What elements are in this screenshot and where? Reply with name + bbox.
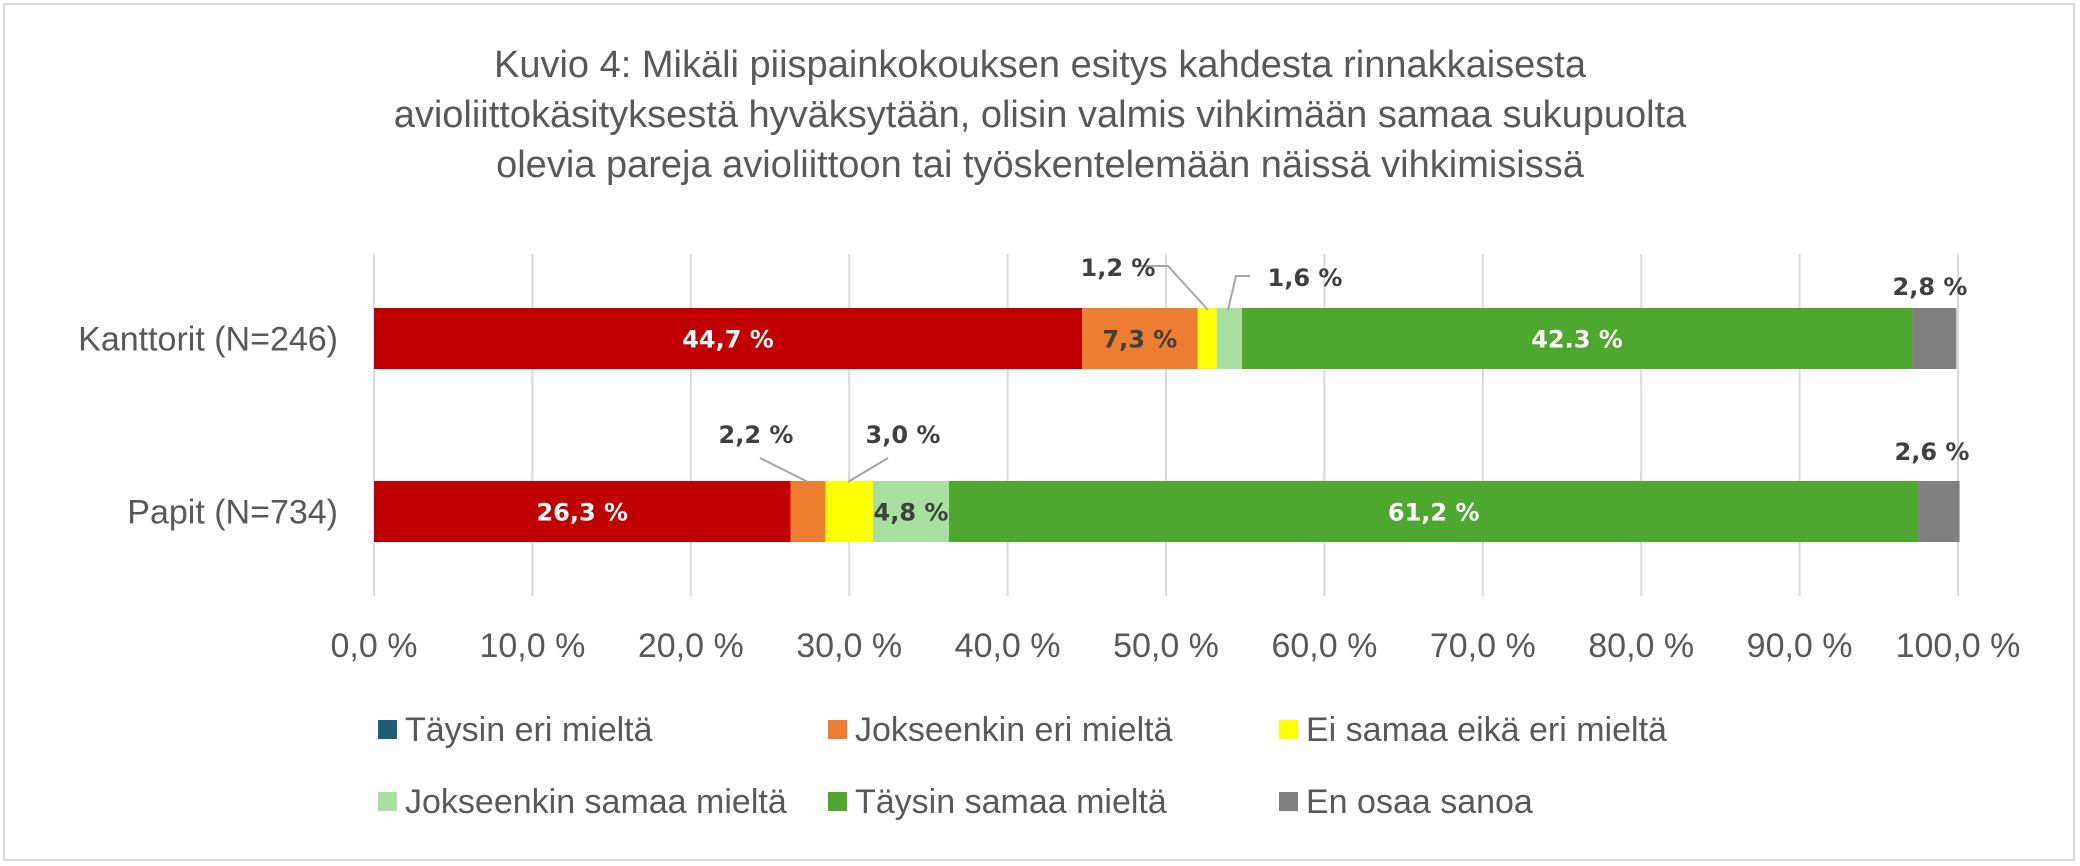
chart-title: Kuvio 4: Mikäli piispainkokouksen esitys… — [0, 40, 2080, 190]
x-tick-label: 20,0 % — [638, 627, 744, 665]
x-tick-label: 50,0 % — [1113, 627, 1219, 665]
bar-segment — [374, 481, 791, 542]
bar-segment — [374, 308, 1083, 369]
data-label: 2,6 % — [1895, 438, 1970, 466]
legend-label: En osaa sanoa — [1306, 783, 1533, 821]
leader-line — [1227, 275, 1250, 311]
x-tick-label: 30,0 % — [796, 627, 902, 665]
chart-title-line-2: avioliittokäsityksestä hyväksytään, olis… — [393, 94, 1687, 136]
legend-swatch — [378, 720, 397, 739]
data-label: 3,0 % — [866, 421, 941, 449]
legend-swatch — [1279, 720, 1298, 739]
x-tick-label: 60,0 % — [1271, 627, 1377, 665]
x-tick-label: 40,0 % — [955, 627, 1061, 665]
legend-label: Täysin eri mieltä — [405, 711, 653, 749]
data-label: 7,3 % — [1102, 326, 1177, 354]
legend-label: Jokseenkin eri mieltä — [855, 711, 1173, 749]
category-label: Kanttorit (N=246) — [78, 321, 338, 359]
legend: Täysin eri mieltä Jokseenkin eri mieltä Ei… — [378, 711, 1667, 821]
leader-line — [847, 457, 889, 483]
bar-segment — [825, 481, 873, 542]
x-tick-label: 10,0 % — [479, 627, 585, 665]
x-tick-label: 0,0 % — [331, 627, 418, 665]
bars — [374, 308, 1960, 542]
legend-swatch — [378, 792, 397, 811]
legend-swatch — [828, 792, 847, 811]
bar-segment — [1242, 308, 1913, 369]
legend-label: Jokseenkin samaa mieltä — [405, 783, 787, 821]
legend-label: Täysin samaa mieltä — [855, 783, 1167, 821]
bar-segment — [790, 481, 826, 542]
bar-segment — [1918, 481, 1960, 542]
bar-segment — [872, 481, 949, 542]
bar-segment — [948, 481, 1919, 542]
data-label: 61,2 % — [1388, 499, 1480, 527]
leader-line — [1132, 265, 1209, 311]
x-tick-label: 90,0 % — [1747, 627, 1853, 665]
category-label: Papit (N=734) — [127, 494, 338, 532]
data-label: 1,6 % — [1268, 264, 1343, 292]
x-tick-label: 70,0 % — [1430, 627, 1536, 665]
data-label: 26,3 % — [536, 499, 628, 527]
legend-swatch — [1279, 792, 1298, 811]
legend-swatch — [828, 720, 847, 739]
bar-segment — [1082, 308, 1198, 369]
data-label: 1,2 % — [1081, 254, 1156, 282]
x-tick-label: 100,0 % — [1896, 627, 2021, 665]
data-labels: 44,7 % 7,3 % 1,2 % 1,6 % 42.3 % 2,8 % 26,3 % 2,… — [536, 254, 1969, 527]
leader-lines — [759, 265, 1250, 483]
chart-title-line-1: Kuvio 4: Mikäli piispainkokouksen esitys… — [494, 44, 1586, 86]
data-label: 44,7 % — [682, 326, 774, 354]
data-label: 4,8 % — [874, 499, 949, 527]
data-label: 2,2 % — [719, 421, 794, 449]
leader-line — [759, 457, 809, 483]
bar-segment — [1216, 308, 1243, 369]
bar-segment — [1912, 308, 1957, 369]
data-label: 2,8 % — [1893, 273, 1968, 301]
x-tick-label: 80,0 % — [1588, 627, 1694, 665]
data-label: 42.3 % — [1531, 326, 1623, 354]
chart-title-line-3: olevia pareja avioliittoon tai työskente… — [496, 144, 1584, 186]
legend-label: Ei samaa eikä eri mieltä — [1306, 711, 1667, 749]
axis-labels: 0,0 % 10,0 % 20,0 % 30,0 % 40,0 % 50,0 % 60,0 … — [78, 321, 2020, 666]
gridlines — [373, 254, 1959, 596]
chart-frame — [3, 3, 2075, 861]
bar-segment — [1197, 308, 1217, 369]
